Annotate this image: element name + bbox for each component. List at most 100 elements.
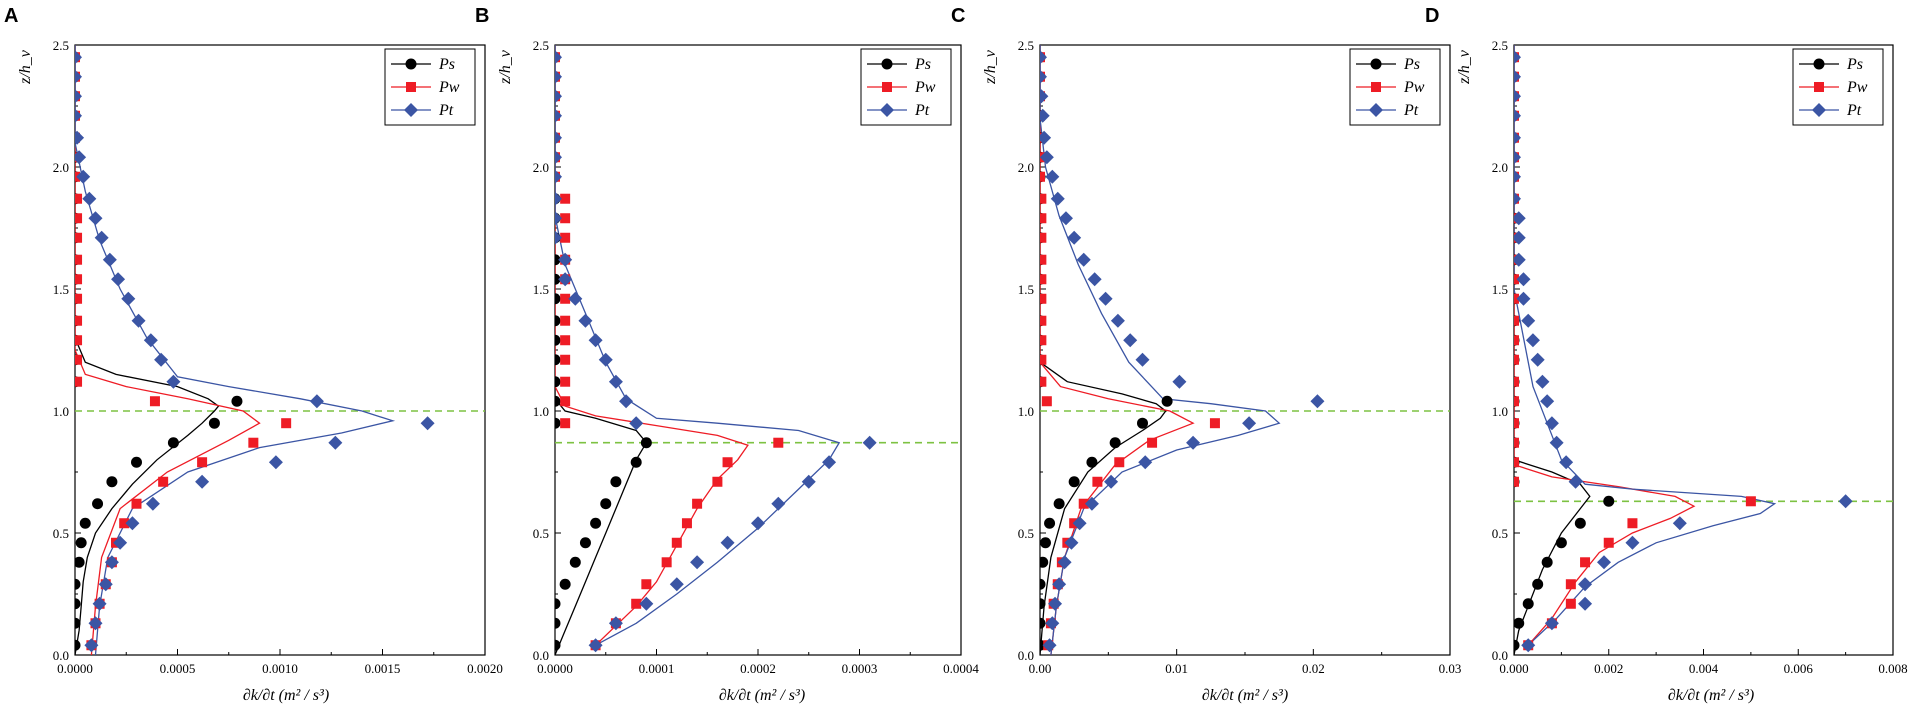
marker-pw [560,315,571,326]
marker-pt [1040,50,1047,65]
legend-label-pw: Pw [1846,79,1868,96]
marker-ps [75,639,81,651]
x-tick-label: 0.0005 [160,661,196,676]
marker-pt [1123,333,1138,348]
y-tick-label: 1.5 [533,282,549,297]
marker-pw [692,498,703,509]
marker-pt [1098,291,1113,306]
marker-ps [1137,417,1148,429]
series-line-ps [1514,45,1591,655]
marker-pt [309,394,324,409]
legend-marker-pw [1371,82,1381,92]
marker-pw [712,476,723,487]
panel-letter: C [951,5,965,27]
plot-frame [1513,44,1894,656]
marker-pt [1186,435,1201,450]
panel-c: C 0.00 0.01 0.02 0.03 0.0 0.5 1.0 1.5 2.0 2.5 z/h_v… [951,5,1461,704]
marker-pw [1078,498,1089,509]
marker-pt [1040,69,1047,84]
marker-ps [600,498,612,510]
legend-label-ps: Ps [914,56,931,73]
y-tick-label: 1.5 [1492,282,1508,297]
marker-pw [75,213,83,224]
marker-pt [1138,455,1153,470]
marker-ps [1574,517,1586,529]
series-line-ps [75,45,220,655]
marker-pw [641,579,652,590]
marker-pt [88,616,103,631]
y-axis-label: z/h_v [1456,49,1473,85]
marker-pt [1087,272,1102,287]
x-axis-label: ∂k/∂t (m² / s³) [1202,687,1288,704]
marker-pt [1521,313,1536,328]
marker-pt [1514,69,1521,84]
marker-ps [1086,456,1098,468]
marker-ps [1161,395,1173,407]
marker-ps [555,354,561,366]
marker-pt [75,50,82,65]
marker-pt [92,596,107,611]
marker-pw [1040,213,1047,224]
marker-ps [75,617,81,629]
marker-ps [1532,578,1544,590]
marker-pw [1565,598,1576,609]
marker-pt [751,516,765,531]
marker-pw [560,213,571,224]
legend-marker-pt [404,103,418,117]
y-tick-label: 2.5 [1018,38,1034,53]
marker-ps [75,556,85,568]
marker-pt [121,291,136,306]
marker-pt [578,313,593,328]
marker-pw [1745,496,1756,507]
marker-pw [75,335,83,346]
marker-pt [1514,108,1521,123]
marker-pt [1052,577,1067,592]
plot-area [555,45,877,655]
marker-pw [75,293,83,304]
marker-ps [1603,495,1615,507]
marker-pt [143,333,158,348]
marker-pw [1514,354,1519,365]
marker-ps [555,315,561,327]
marker-pw [560,335,571,346]
marker-pt [125,516,140,531]
x-tick-label: 0.02 [1302,661,1325,676]
y-tick-label: 1.5 [53,282,69,297]
marker-pt [84,638,99,653]
legend: Ps Pw Pt [1792,48,1884,126]
marker-pt [75,108,82,123]
panel-letter: B [475,5,489,27]
legend-label-pw: Pw [1403,79,1425,96]
legend-label-ps: Ps [1846,56,1863,73]
marker-pt [862,435,877,450]
marker-pt [555,89,562,104]
marker-pw [560,376,571,387]
marker-pw [1514,396,1519,407]
plot-area [1040,45,1325,655]
marker-ps [1109,437,1121,449]
marker-pt [555,69,562,84]
marker-pt [1514,252,1526,267]
x-axis-label: ∂k/∂t (m² / s³) [243,687,329,704]
marker-pw [75,315,83,326]
series-line-ps [555,45,648,655]
x-tick-label: 0.0003 [842,661,878,676]
series-line-ps [1040,45,1167,655]
marker-pt [558,272,573,287]
x-tick-label: 0.0002 [740,661,776,676]
marker-pt [1578,596,1593,611]
marker-pw [1580,557,1591,568]
plot-frame [74,44,486,656]
legend-label-pt: Pt [1846,102,1862,119]
marker-ps [231,395,243,407]
marker-pt [588,638,603,653]
marker-pt [608,374,623,389]
marker-ps [630,456,642,468]
x-tick-label: 0.0004 [943,661,979,676]
y-tick-label: 2.0 [1492,160,1508,175]
marker-pt [1040,89,1049,104]
marker-pw [1040,376,1047,387]
legend-marker-pt [880,103,894,117]
marker-pt [75,150,87,165]
